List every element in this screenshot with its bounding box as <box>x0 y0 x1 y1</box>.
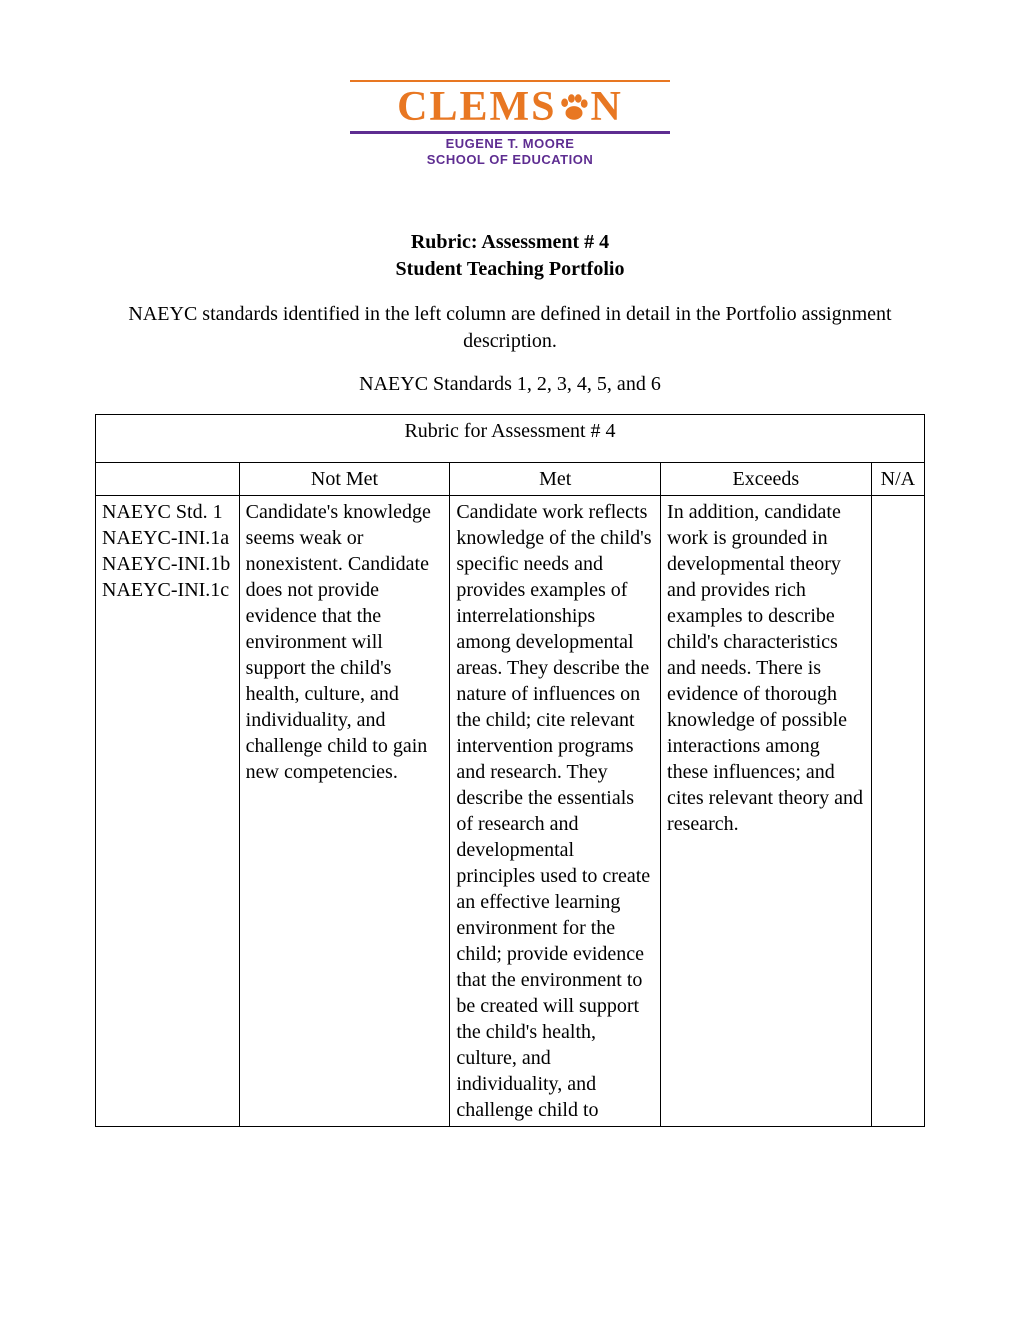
std-line: NAEYC-INI.1a <box>102 525 233 551</box>
table-header-row: Not Met Met Exceeds N/A <box>96 462 925 495</box>
logo-word-left: CLEMS <box>397 84 556 130</box>
logo-wordmark: CLEMS N <box>397 86 623 128</box>
logo-word-right: N <box>591 84 623 130</box>
title-block: Rubric: Assessment # 4 Student Teaching … <box>95 229 925 283</box>
cell-met: Candidate work reflects knowledge of the… <box>450 495 661 1126</box>
logo-mid-rule <box>350 131 670 134</box>
cell-not-met: Candidate's knowledge seems weak or none… <box>239 495 450 1126</box>
paw-icon <box>557 90 591 124</box>
title-line2: Student Teaching Portfolio <box>95 256 925 283</box>
rubric-table: Rubric for Assessment # 4 Not Met Met Ex… <box>95 414 925 1127</box>
header-blank <box>96 462 240 495</box>
logo-top-rule <box>350 80 670 82</box>
cell-standards: NAEYC Std. 1 NAEYC-INI.1a NAEYC-INI.1b N… <box>96 495 240 1126</box>
header-na: N/A <box>871 462 924 495</box>
std-line: NAEYC-INI.1b <box>102 551 233 577</box>
table-row: NAEYC Std. 1 NAEYC-INI.1a NAEYC-INI.1b N… <box>96 495 925 1126</box>
std-line: NAEYC-INI.1c <box>102 577 233 603</box>
logo-block: CLEMS N EUGENE T. MOORE SCHOOL OF EDUCATI… <box>95 80 925 169</box>
header-exceeds: Exceeds <box>661 462 872 495</box>
intro-text: NAEYC standards identified in the left c… <box>95 301 925 355</box>
page: CLEMS N EUGENE T. MOORE SCHOOL OF EDUCATI… <box>0 0 1020 1320</box>
header-met: Met <box>450 462 661 495</box>
logo-subline1: EUGENE T. MOORE <box>95 136 925 152</box>
title-line1: Rubric: Assessment # 4 <box>95 229 925 256</box>
standards-line: NAEYC Standards 1, 2, 3, 4, 5, and 6 <box>95 373 925 396</box>
table-caption: Rubric for Assessment # 4 <box>96 414 925 462</box>
std-line: NAEYC Std. 1 <box>102 499 233 525</box>
cell-na <box>871 495 924 1126</box>
cell-exceeds: In addition, candidate work is grounded … <box>661 495 872 1126</box>
logo-subline2: SCHOOL OF EDUCATION <box>95 152 925 168</box>
header-not-met: Not Met <box>239 462 450 495</box>
table-title-row: Rubric for Assessment # 4 <box>96 414 925 462</box>
